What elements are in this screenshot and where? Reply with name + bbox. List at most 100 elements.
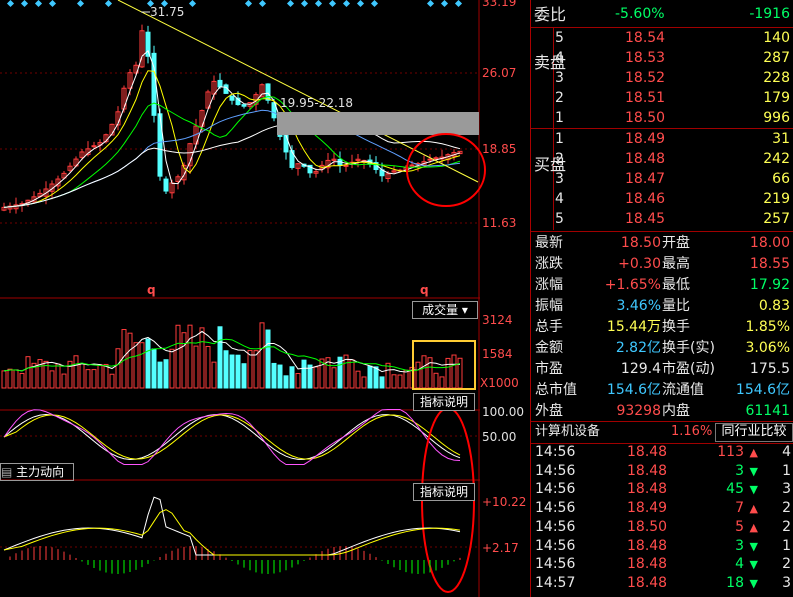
volume-bar xyxy=(205,345,211,389)
buy-price: 18.47 xyxy=(625,171,666,187)
stat-label: 换手 xyxy=(662,319,690,335)
tick-count: 3 xyxy=(782,481,791,498)
volume-bar xyxy=(421,355,427,389)
macd-axis-label: +10.22 xyxy=(482,495,526,509)
buy-volume: 66 xyxy=(772,171,790,187)
buy-price: 18.48 xyxy=(625,151,666,167)
volume-bar xyxy=(25,356,31,389)
volume-bar xyxy=(145,338,151,389)
sell-volume: 228 xyxy=(763,70,790,86)
main-flow-label: 主力动向 xyxy=(16,465,65,479)
sell-level-row: 3 18.52 228 xyxy=(531,68,793,89)
tick-volume: 3 xyxy=(735,537,744,554)
divider xyxy=(531,443,793,444)
volume-bar xyxy=(127,332,133,389)
volume-bar xyxy=(133,342,139,389)
volume-indicator-button[interactable]: 成交量 ▾ xyxy=(412,301,478,319)
diamond-marker xyxy=(188,0,197,8)
diamond-marker xyxy=(370,0,379,8)
arrow-up-icon: ▲ xyxy=(749,502,758,516)
volume-bar xyxy=(223,350,229,389)
stat-row: 振幅 3.46% 量比 0.83 xyxy=(531,296,793,317)
tick-time: 14:56 xyxy=(535,556,576,573)
candle-body xyxy=(163,178,169,192)
stat-value: 18.50 xyxy=(620,235,661,251)
tick-price: 18.48 xyxy=(627,462,668,479)
buy-price: 18.45 xyxy=(625,211,666,227)
candle-body xyxy=(145,31,151,57)
stat-row: 外盘 93298 内盘 61141 xyxy=(531,401,793,422)
stat-label: 外盘 xyxy=(535,403,563,419)
volume-bar xyxy=(433,372,439,389)
level-number: 4 xyxy=(555,50,564,66)
diamond-marker xyxy=(160,0,169,8)
candle-body xyxy=(427,158,433,161)
main-flow-tab[interactable]: ▤ 主力动向 xyxy=(0,463,74,481)
volume-bar xyxy=(199,327,205,389)
stat-label: 最低 xyxy=(662,277,690,293)
volume-bar xyxy=(265,329,271,389)
tick-row: 14:56 18.48 45 3 ▼ xyxy=(531,480,793,499)
level-number: 1 xyxy=(555,131,564,147)
level-number: 1 xyxy=(555,110,564,126)
volume-bar xyxy=(457,357,463,389)
tick-time: 14:56 xyxy=(535,518,576,535)
sell-price: 18.54 xyxy=(625,30,666,46)
level-number: 4 xyxy=(555,191,564,207)
kdj-axis-label: 50.00 xyxy=(482,430,516,444)
volume-bar xyxy=(277,364,283,389)
diamond-marker xyxy=(6,0,15,8)
diamond-marker xyxy=(258,0,267,8)
indicator-help-button[interactable]: 指标说明 xyxy=(413,393,475,411)
volume-bar xyxy=(19,372,25,389)
indicator-help-button-2[interactable]: 指标说明 xyxy=(413,483,475,501)
buy-volume: 219 xyxy=(763,191,790,207)
volume-bar xyxy=(79,363,85,389)
arrow-down-icon: ▼ xyxy=(749,539,758,553)
volume-bar xyxy=(109,373,115,389)
buy-price: 18.46 xyxy=(625,191,666,207)
diamond-marker xyxy=(34,0,43,8)
quote-panel: 委比 -5.60% -1916 卖盘 5 18.54 140 4 18.53 287 3 18… xyxy=(530,0,793,597)
sell-price: 18.52 xyxy=(625,70,666,86)
stat-value: 154.6亿 xyxy=(606,382,661,398)
volume-bar xyxy=(355,370,361,389)
candle-body xyxy=(433,157,439,160)
stat-label: 振幅 xyxy=(535,298,563,314)
tick-count: 2 xyxy=(782,556,791,573)
tick-count: 2 xyxy=(782,500,791,517)
high-price-marker: 31.75 xyxy=(150,5,184,19)
volume-bar xyxy=(259,322,265,389)
weibi-pct: -5.60% xyxy=(615,6,665,22)
candle-body xyxy=(385,173,391,180)
buy-level-row: 1 18.49 31 xyxy=(531,129,793,150)
stat-value: 15.44万 xyxy=(606,319,661,335)
buy-level-row: 5 18.45 257 xyxy=(531,209,793,230)
volume-bar xyxy=(349,359,355,389)
divider xyxy=(531,128,793,129)
tick-time: 14:57 xyxy=(535,574,576,591)
indicator-help-label: 指标说明 xyxy=(419,395,468,409)
tick-volume: 4 xyxy=(735,556,744,573)
candle-body xyxy=(187,143,193,167)
diamond-marker xyxy=(146,0,155,8)
kline-chart-svg[interactable]: 33.19 26.07 18.85 11.63 31.75 19.95-22.1… xyxy=(0,0,530,597)
peer-compare-button[interactable]: 同行业比较 xyxy=(715,423,793,442)
volume-bar xyxy=(373,366,379,389)
tick-price: 18.48 xyxy=(627,574,668,591)
tick-price: 18.48 xyxy=(627,537,668,554)
sector-row: 计算机设备 1.16% 同行业比较 xyxy=(531,421,793,443)
kline-chart-area[interactable]: 33.19 26.07 18.85 11.63 31.75 19.95-22.1… xyxy=(0,0,530,597)
buy-price: 18.49 xyxy=(625,131,666,147)
candle-body xyxy=(181,164,187,181)
level-number: 5 xyxy=(555,211,564,227)
arrow-down-icon: ▼ xyxy=(749,576,758,590)
level-number: 3 xyxy=(555,171,564,187)
kdj-d-line xyxy=(3,414,461,460)
stat-label: 流通值 xyxy=(662,382,704,398)
volume-bar xyxy=(85,369,91,389)
candle-body xyxy=(61,172,67,179)
volume-bar xyxy=(229,354,235,389)
arrow-up-icon: ▲ xyxy=(749,520,758,534)
stat-label: 量比 xyxy=(662,298,690,314)
